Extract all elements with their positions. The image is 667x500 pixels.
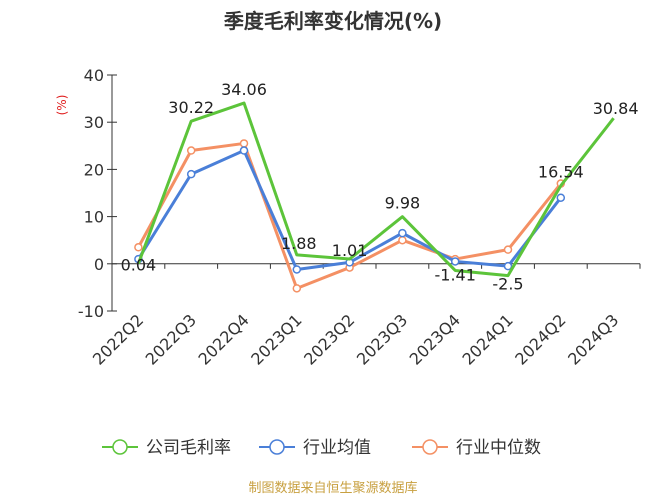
data-labels: 0.04 30.22 34.06 1.88 1.01 9.98 -1.41 -2.5 16.54… — [121, 80, 639, 294]
data-point — [239, 146, 249, 155]
x-tick-label: 2023Q4 — [406, 310, 464, 368]
x-tick-label: 2023Q1 — [247, 310, 305, 368]
x-tick-label: 2022Q3 — [142, 310, 200, 368]
data-label: 1.01 — [332, 241, 368, 260]
y-axis-label: (%) — [55, 95, 69, 116]
data-label: 30.22 — [168, 98, 214, 117]
legend-label: 行业中位数 — [456, 438, 541, 458]
x-tick-label: 2024Q1 — [458, 310, 516, 368]
legend-swatch-marker — [422, 439, 438, 455]
data-label: 16.54 — [538, 163, 584, 182]
x-tick-label: 2023Q2 — [300, 310, 358, 368]
data-label: -1.41 — [434, 265, 475, 284]
data-label: 1.88 — [281, 234, 317, 253]
x-tick-label: 2024Q3 — [564, 310, 622, 368]
data-point — [186, 169, 196, 179]
legend: 公司毛利率 行业均值 行业中位数 — [102, 438, 541, 458]
data-point — [134, 243, 143, 252]
data-label: 0.04 — [121, 256, 157, 275]
data-label: 9.98 — [385, 194, 421, 213]
chart-title: 季度毛利率变化情况(%) — [223, 9, 442, 33]
data-label: 30.84 — [593, 99, 639, 118]
legend-swatch-marker — [269, 439, 285, 455]
data-point — [503, 245, 513, 254]
series-line — [136, 101, 615, 278]
y-tick-label: 30 — [84, 113, 104, 132]
legend-label: 公司毛利率 — [146, 438, 231, 458]
series-layer — [134, 101, 615, 293]
y-tick-label: 40 — [84, 66, 104, 85]
data-label: -2.5 — [492, 275, 523, 294]
data-label: 34.06 — [221, 80, 267, 99]
data-point — [398, 228, 407, 238]
legend-label: 行业均值 — [303, 438, 371, 458]
data-point — [239, 139, 249, 148]
data-point — [503, 261, 513, 271]
source-note: 制图数据来自恒生聚源数据库 — [248, 480, 417, 496]
axes: -100102030402022Q22022Q32022Q42023Q12023… — [78, 66, 641, 369]
data-point — [398, 235, 407, 245]
y-tick-label: 10 — [84, 208, 104, 227]
y-tick-label: 20 — [84, 160, 104, 179]
x-tick-label: 2022Q4 — [194, 310, 252, 368]
x-tick-label: 2023Q3 — [353, 310, 411, 368]
data-point — [292, 265, 302, 274]
legend-swatch-marker — [112, 439, 128, 455]
data-point — [450, 257, 460, 266]
y-tick-label: 0 — [94, 255, 104, 274]
data-point — [292, 284, 302, 293]
data-point — [556, 193, 566, 202]
x-tick-label: 2024Q2 — [511, 310, 569, 368]
data-point — [186, 146, 196, 155]
y-tick-label: -10 — [78, 302, 104, 321]
